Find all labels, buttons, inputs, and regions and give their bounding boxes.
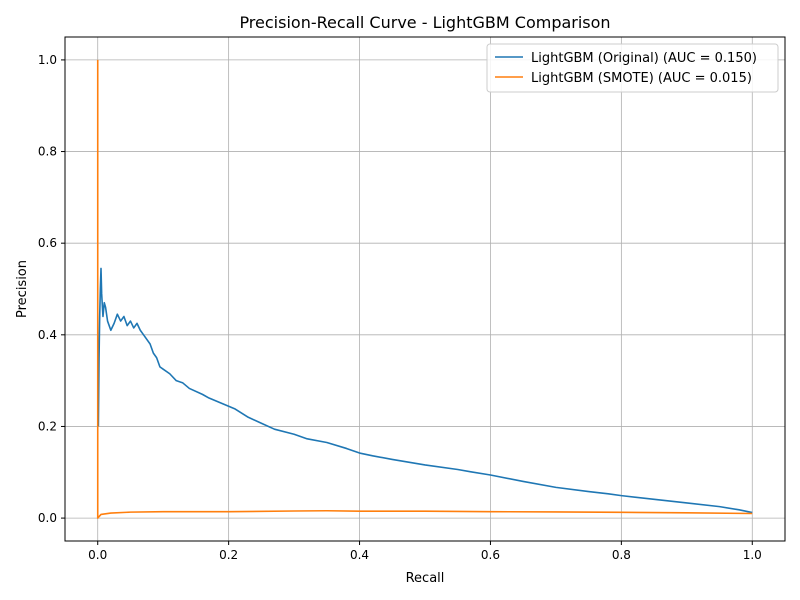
x-tick-label: 0.8 [612,548,631,562]
plot-area-frame [64,36,786,542]
y-axis-label: Precision [15,260,30,318]
x-axis-label: Recall [406,571,445,586]
x-tick-label: 0.4 [350,548,369,562]
legend-label-original: LightGBM (Original) (AUC = 0.150) [531,51,757,66]
legend: LightGBM (Original) (AUC = 0.150) LightG… [486,43,779,93]
y-axis-ticks: 0.0 0.2 0.4 0.6 0.8 1.0 [38,53,65,525]
y-tick-label: 0.2 [38,419,57,433]
grid [65,37,785,541]
y-tick-label: 0.6 [38,236,57,250]
y-tick-label: 0.8 [38,145,57,159]
legend-label-smote: LightGBM (SMOTE) (AUC = 0.015) [531,71,752,86]
y-tick-label: 0.0 [38,511,57,525]
y-tick-label: 0.4 [38,328,57,342]
y-tick-label: 1.0 [38,53,57,67]
chart-title: Precision-Recall Curve - LightGBM Compar… [239,13,610,32]
series-line-original [97,267,753,514]
x-tick-label: 0.6 [481,548,500,562]
x-tick-label: 0.2 [219,548,238,562]
series-group [96,59,753,519]
x-axis-ticks: 0.0 0.2 0.4 0.6 0.8 1.0 [88,541,762,562]
x-tick-label: 0.0 [88,548,107,562]
legend-box [486,43,779,93]
series-line-smote [96,59,753,519]
x-tick-label: 1.0 [743,548,762,562]
